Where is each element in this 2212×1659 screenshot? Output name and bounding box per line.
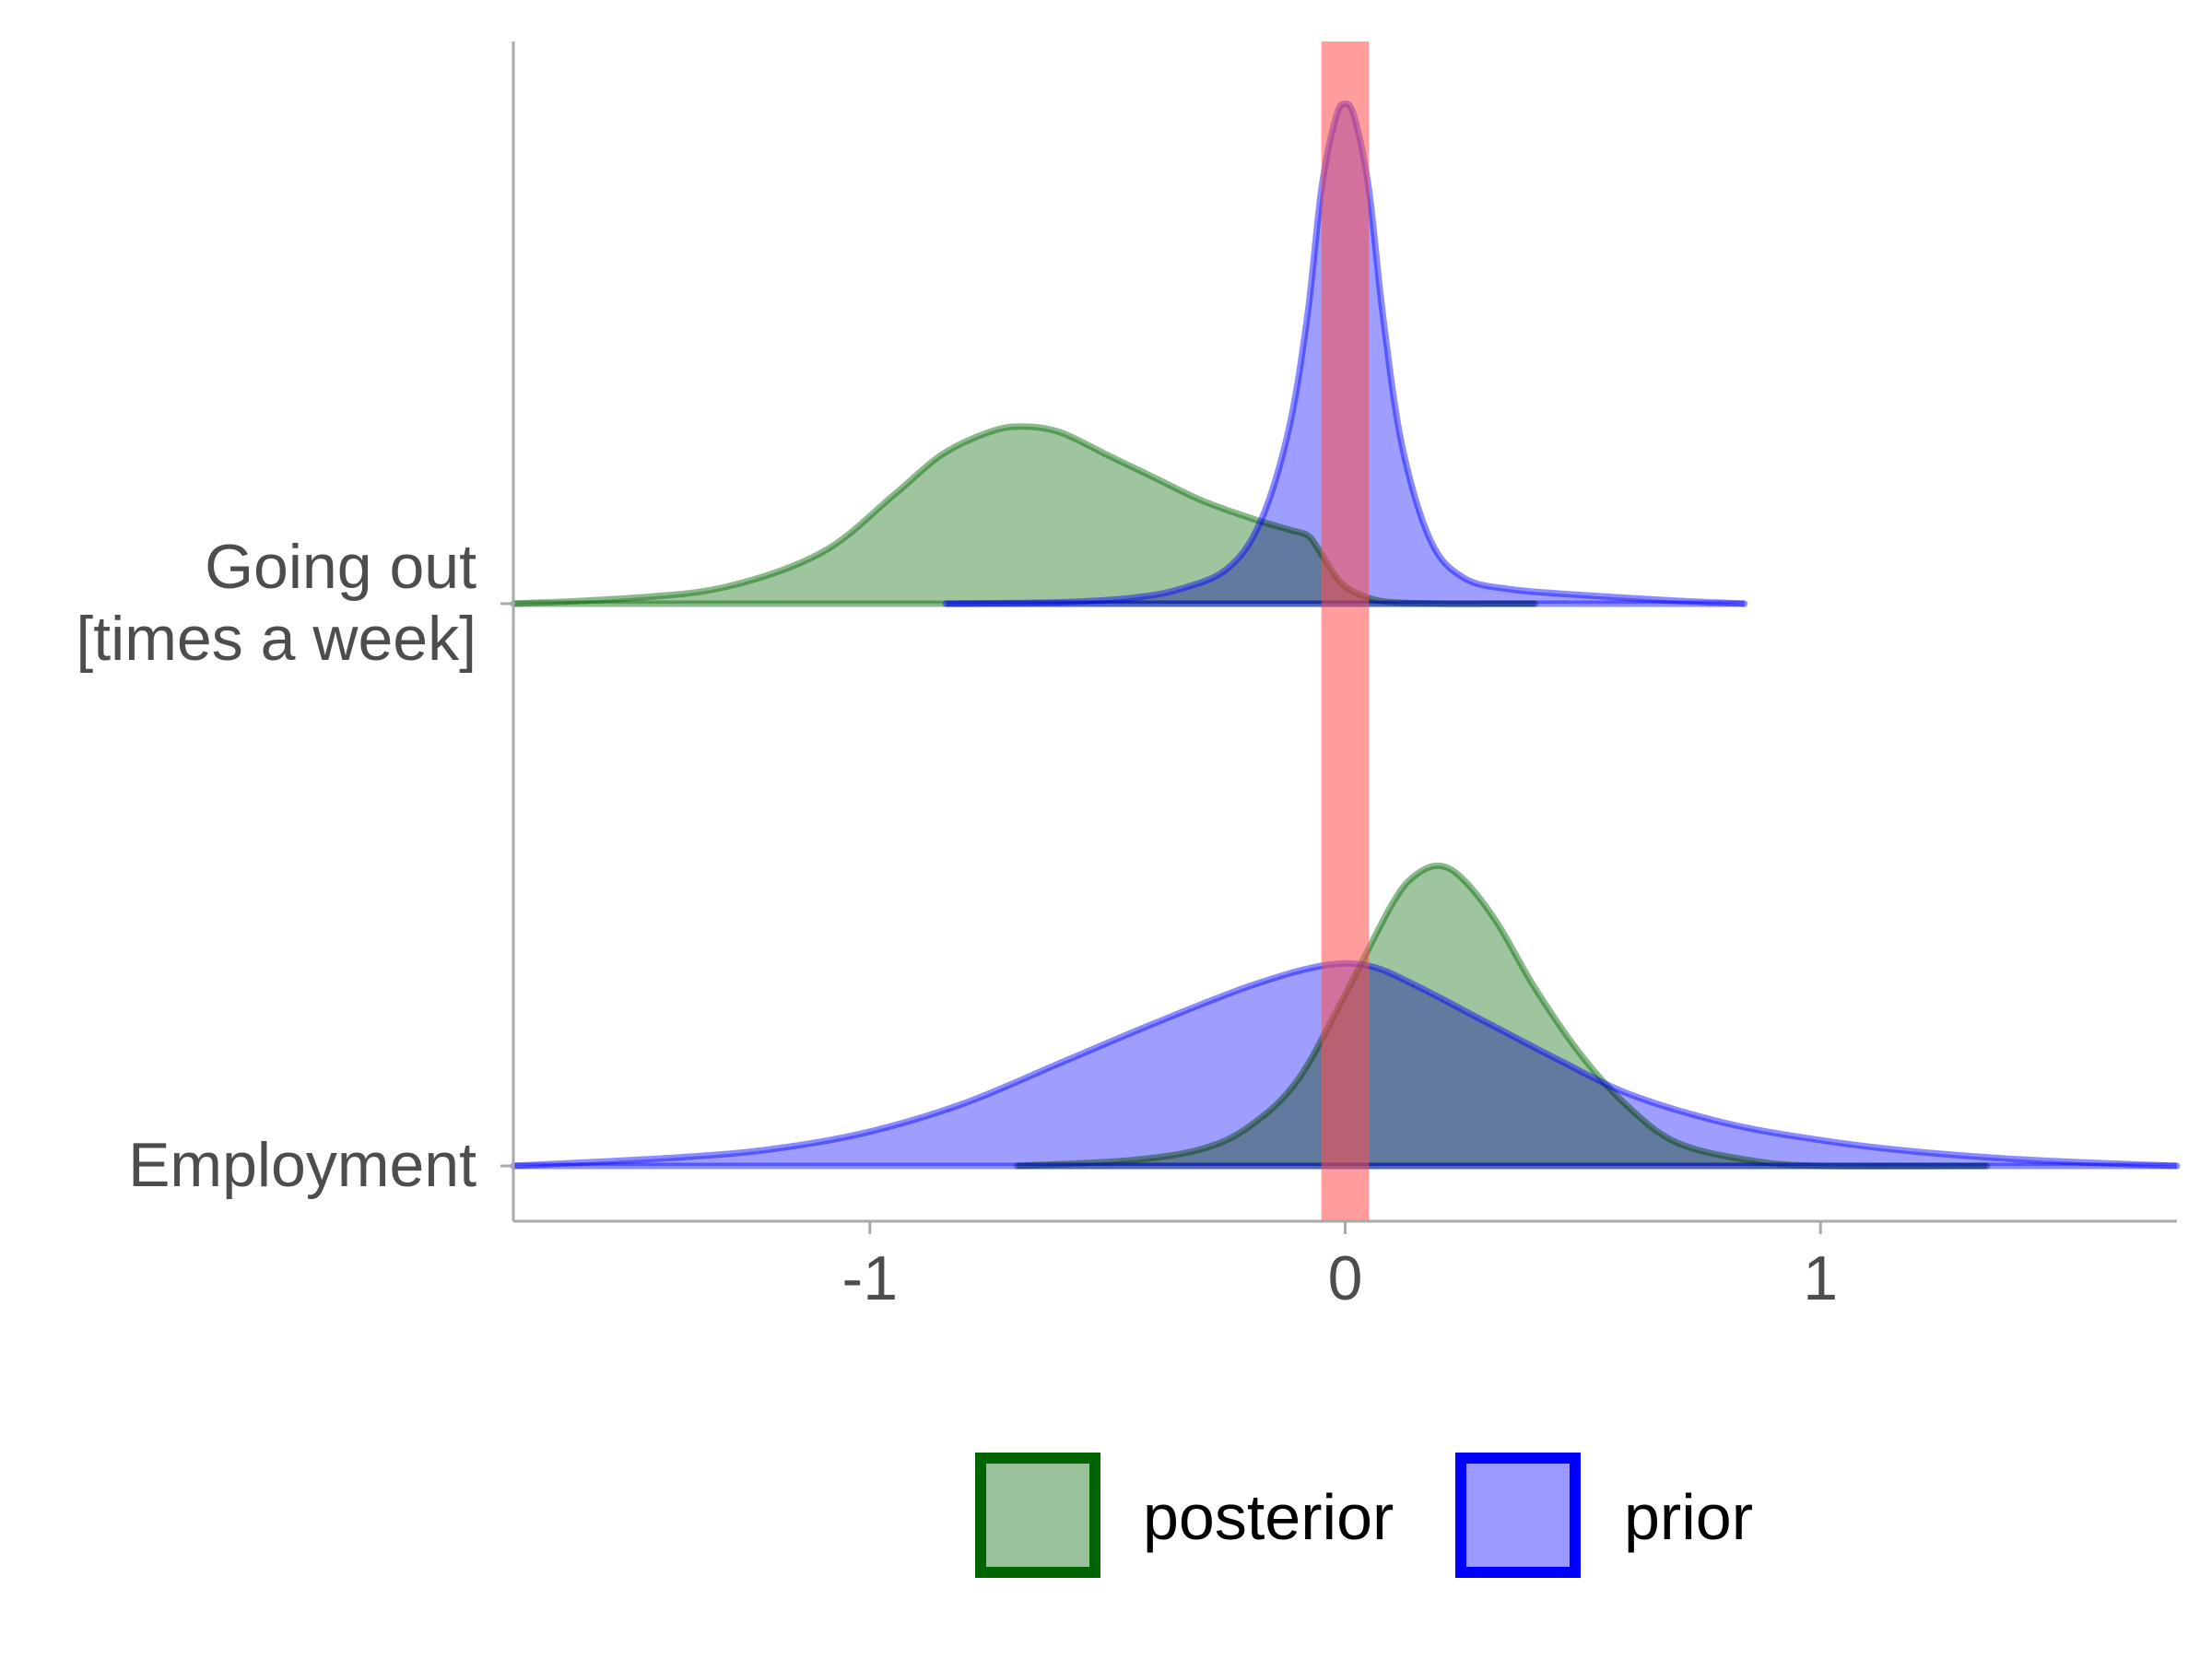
- reference-band-layer: [1321, 41, 1370, 1221]
- legend-swatch-prior: [1455, 1453, 1581, 1578]
- legend-swatch-posterior: [975, 1453, 1100, 1578]
- x-tick-label: 1: [1803, 1243, 1838, 1313]
- x-tick-label: -1: [842, 1243, 898, 1313]
- reference-band: [1321, 41, 1370, 1221]
- legend: posterior prior: [975, 1453, 1753, 1578]
- density-area-posterior-employment: [1017, 865, 1987, 1167]
- y-category-label: Employment: [128, 1130, 477, 1200]
- x-tick-label: 0: [1328, 1243, 1363, 1313]
- legend-label-prior: prior: [1624, 1481, 1753, 1553]
- axes: -1 0 1 Going out[times a week] Employment: [76, 41, 2177, 1313]
- y-category-label: [times a week]: [76, 604, 477, 674]
- y-category-label: Going out: [205, 532, 477, 602]
- legend-label-posterior: posterior: [1143, 1481, 1394, 1553]
